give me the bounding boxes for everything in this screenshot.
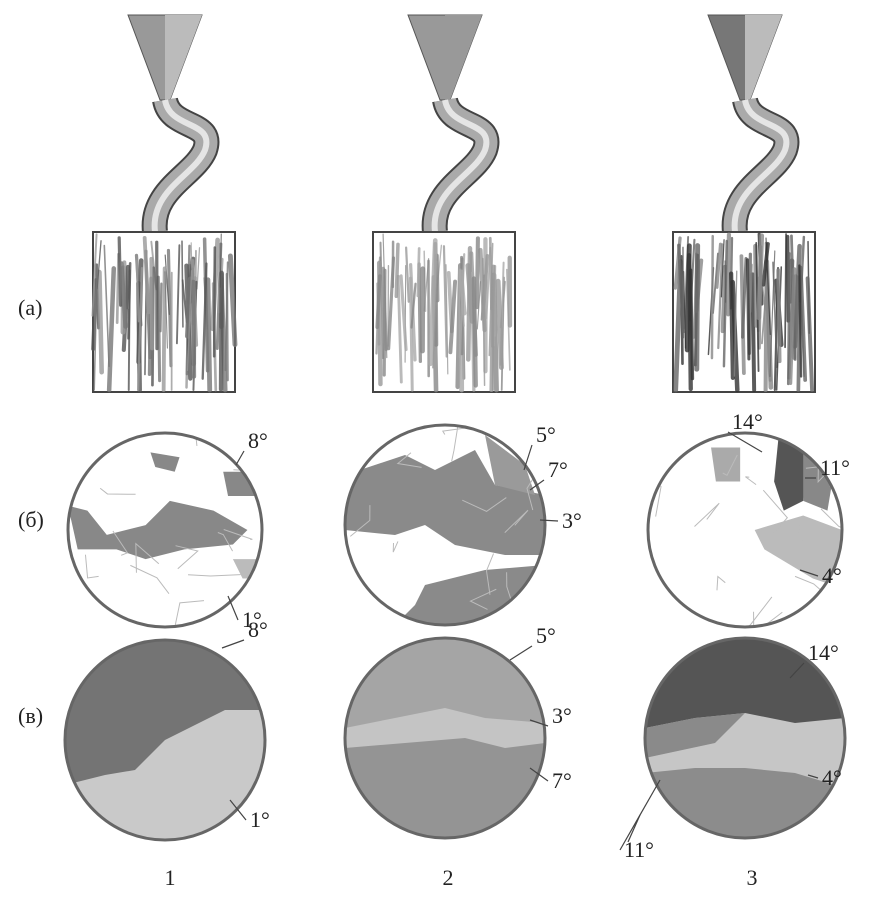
grain-region (223, 472, 262, 496)
leader-line (236, 451, 244, 465)
grain-streak (712, 236, 713, 358)
angle-annotation: 3° (562, 508, 582, 533)
angle-annotation: 8° (248, 617, 268, 642)
grain-region (345, 738, 545, 838)
angle-annotation: 5° (536, 623, 556, 648)
mold (373, 15, 515, 392)
row-label: (в) (18, 703, 43, 728)
figure: (а)(б)(в)1238°1°5°7°3°14°11°4°8°1°5°3°7°… (0, 0, 878, 896)
grain-streak (477, 238, 478, 307)
column-label: 1 (165, 865, 176, 890)
grain-boundary (631, 445, 655, 463)
grain-boundary (368, 606, 374, 612)
grain-boundary (359, 593, 369, 600)
grain-region (711, 448, 740, 482)
angle-annotation: 3° (552, 703, 572, 728)
grain-streak (759, 236, 762, 318)
grain-streak (490, 238, 491, 309)
funnel-part (745, 15, 782, 100)
grain-streak (193, 282, 194, 377)
grain-streak (687, 246, 689, 350)
mold (673, 15, 815, 392)
grain-streak (785, 234, 786, 347)
leader-line (510, 646, 532, 660)
grain-streak (750, 265, 751, 312)
grain-streak (498, 281, 501, 367)
funnel-part (165, 15, 202, 100)
angle-annotation: 7° (548, 457, 568, 482)
angle-annotation: 4° (822, 765, 842, 790)
grain-streak (161, 284, 162, 332)
column-label: 3 (747, 865, 758, 890)
grain-streak (697, 246, 698, 370)
angle-annotation: 14° (732, 409, 763, 434)
grain-streak (164, 268, 165, 390)
grain-streak (227, 274, 228, 380)
row-label: (а) (18, 295, 42, 320)
angle-annotation: 4° (822, 563, 842, 588)
angle-annotation: 8° (248, 428, 268, 453)
page: {"rows": [{"label": "(а)"}, {"label": "(… (0, 0, 878, 896)
angle-annotation: 5° (536, 422, 556, 447)
grain-streak (151, 259, 152, 348)
grain-streak (747, 260, 748, 359)
mold (92, 15, 235, 392)
grain-streak (474, 278, 476, 385)
grain-streak (728, 235, 729, 315)
leader-line (524, 445, 532, 470)
grain-boundary (507, 613, 528, 628)
column-label: 2 (443, 865, 454, 890)
grain-streak (418, 248, 419, 295)
grain-streak (214, 248, 215, 357)
funnel-part (445, 15, 482, 100)
grain-streak (377, 276, 380, 327)
grain-streak (778, 270, 779, 361)
angle-annotation: 1° (250, 807, 270, 832)
grain-streak (99, 272, 101, 372)
angle-annotation: 14° (808, 640, 839, 665)
row-label: (б) (18, 507, 44, 532)
grain-streak (396, 244, 398, 296)
angle-annotation: 7° (552, 768, 572, 793)
leader-line (222, 640, 244, 648)
grain-streak (221, 273, 222, 389)
angle-annotation: 11° (820, 455, 850, 480)
